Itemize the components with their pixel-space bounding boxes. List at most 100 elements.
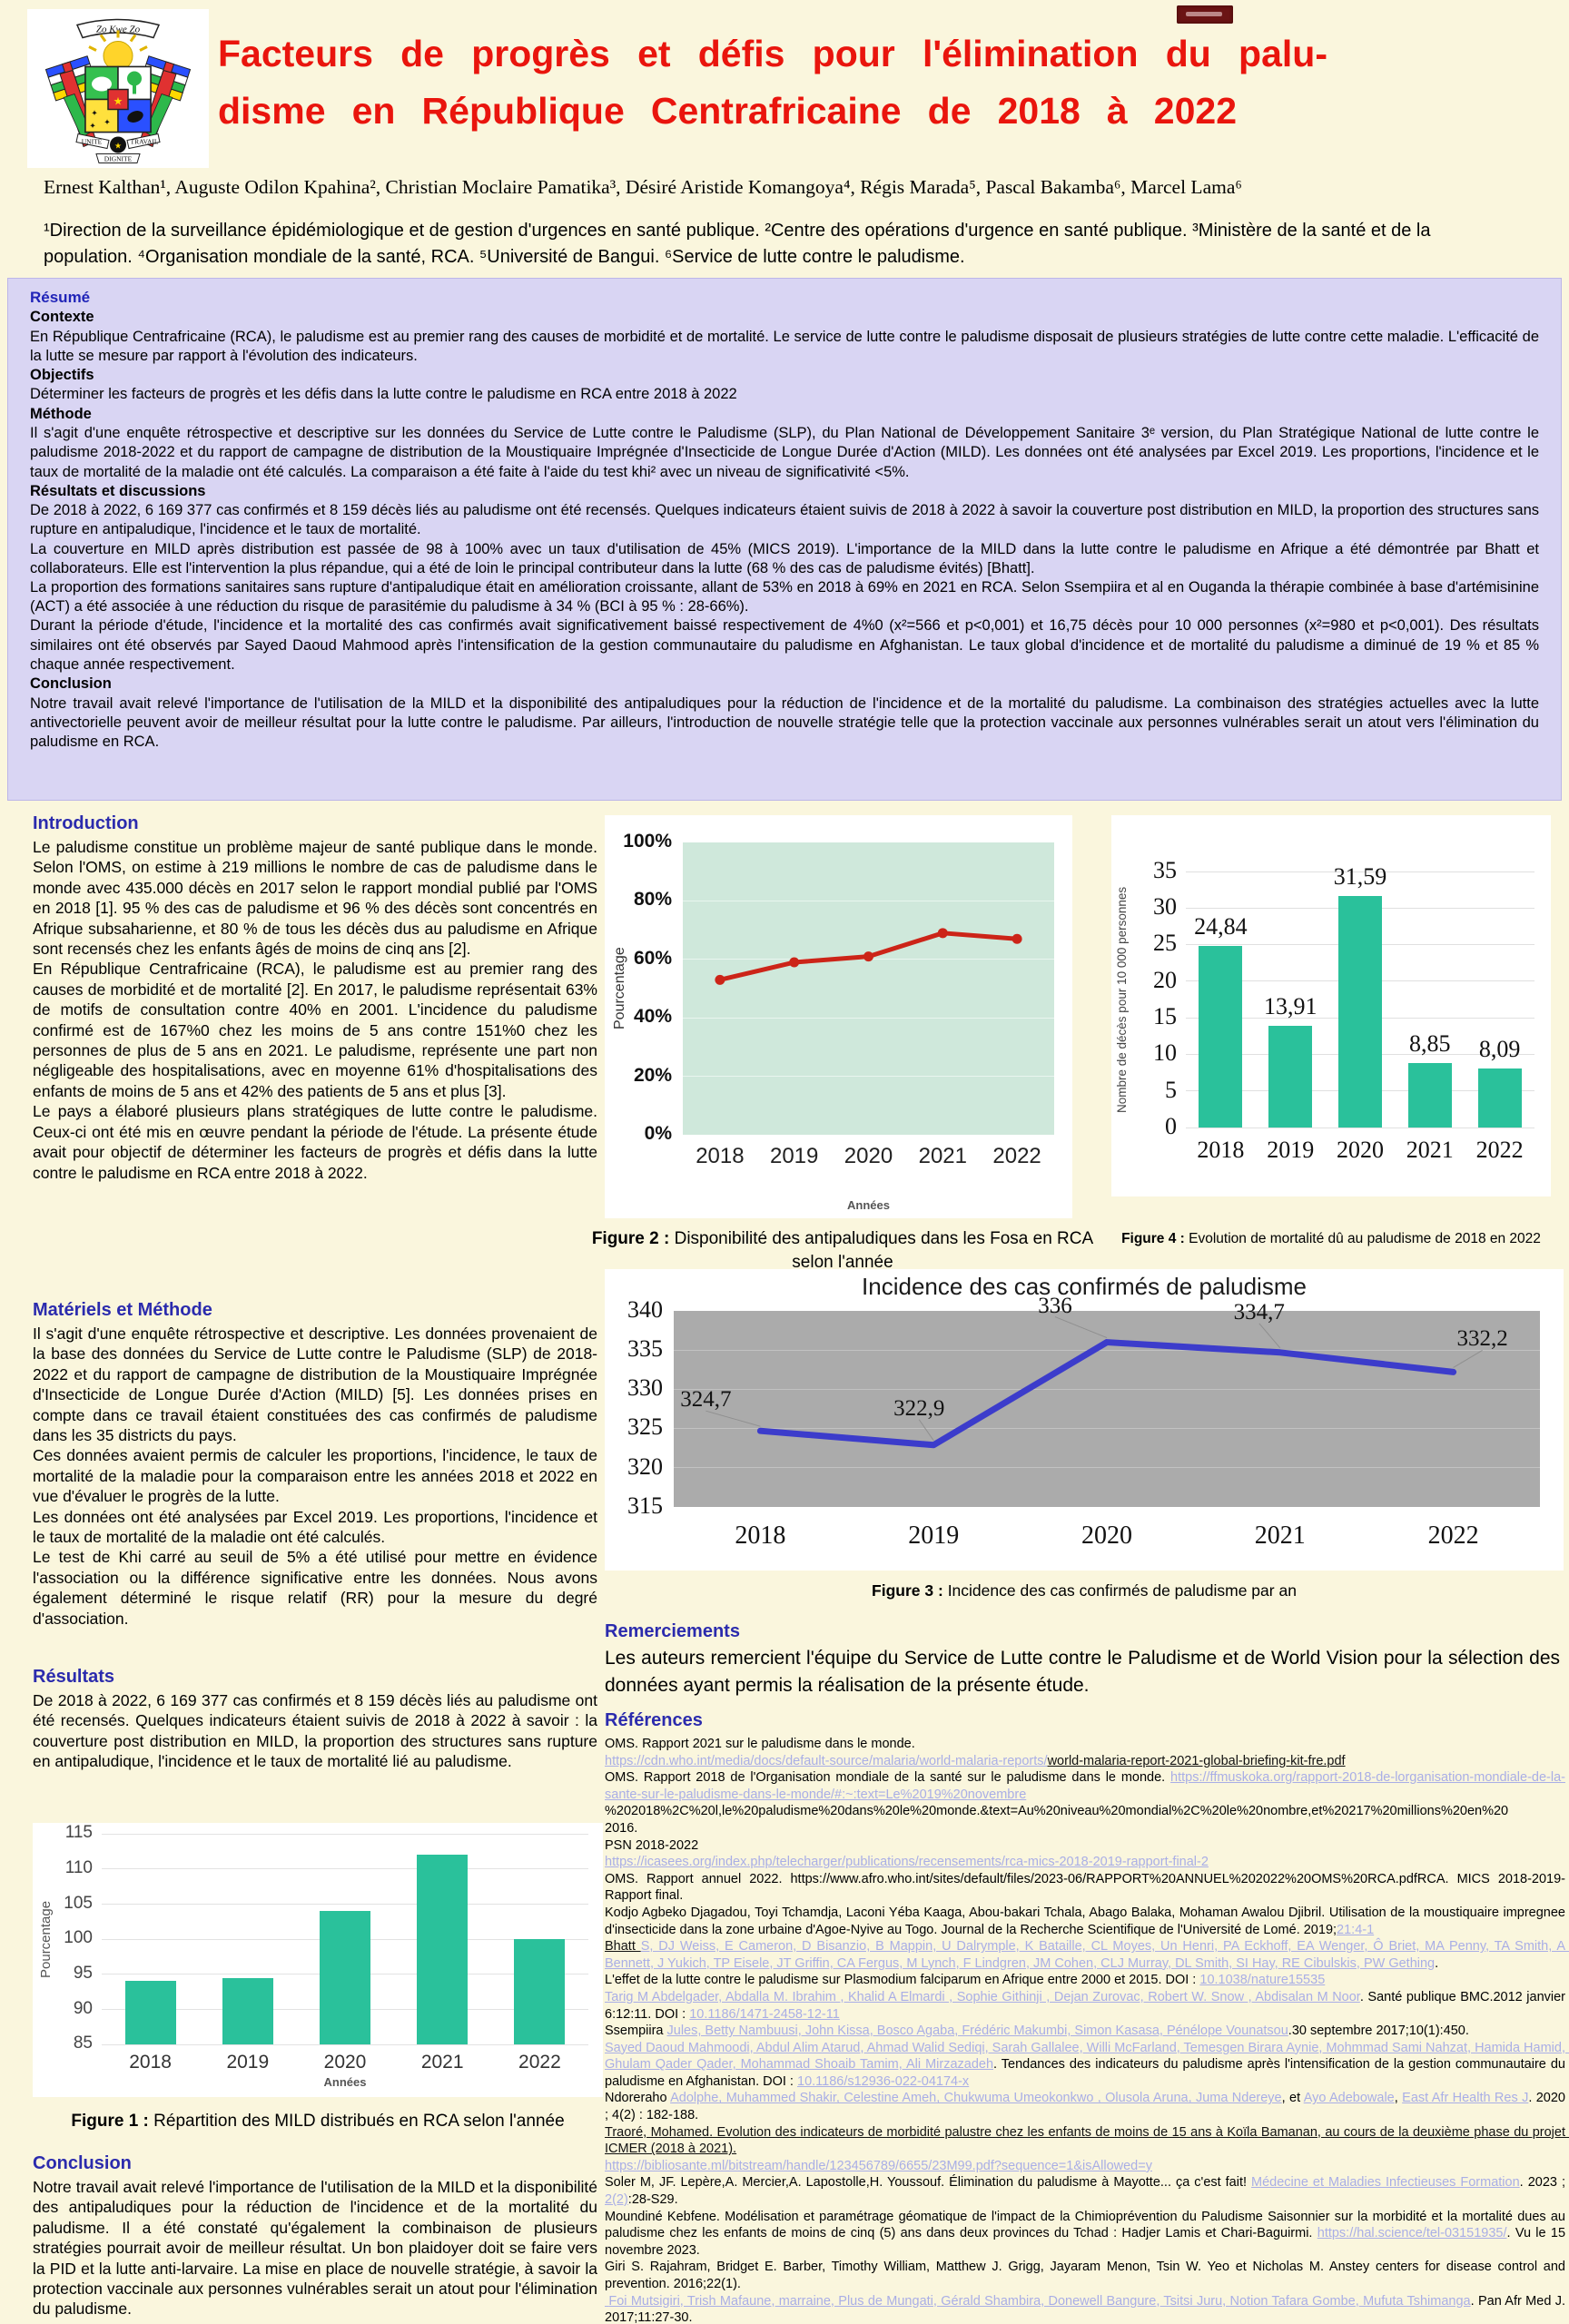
coat-of-arms-logo: Zo Kwe Zo — [27, 9, 209, 168]
reference-link[interactable]: https://cdn.who.int/media/docs/default-s… — [605, 1753, 1048, 1768]
methods-heading: Matériels et Méthode — [33, 1300, 212, 1320]
figure1-bar-chart: 85 90 95 100 105 110 115 2018 2019 2020 2021 2022 Po… — [33, 1823, 603, 2097]
reference-text: . Tendances des indicateurs du paludisme… — [605, 2057, 1569, 2089]
reference-item: Kodjo Agbeko Djagadou, Toyi Tchamdja, La… — [605, 1905, 1565, 1938]
reference-link[interactable]: Médecine et Maladies Infectieuses Format… — [1251, 2175, 1520, 2191]
figure4-bar-chart: 0 5 10 15 20 25 30 35 24,84 2018 13,91 2019 31,59 202… — [1111, 815, 1551, 1196]
reference-item: Traoré, Mohamed. Evolution des indicateu… — [605, 2124, 1565, 2158]
sun-icon — [103, 41, 133, 71]
reference-link[interactable]: Bhatt — [605, 1939, 641, 1955]
reference-link[interactable]: Jules, Betty Nambuusi, John Kissa, Bosco… — [666, 2024, 1288, 2039]
figure4-panel: 0 5 10 15 20 25 30 35 24,84 2018 13,91 2019 31,59 202… — [1111, 815, 1551, 1196]
poster-title-line1: Facteurs de progrès et défis pour l'élim… — [218, 33, 1327, 74]
reference-link[interactable]: https://bibliosante.ml/bitstream/handle/… — [605, 2158, 1152, 2173]
methods-body: Il s'agit d'une enquête rétrospective et… — [33, 1324, 597, 1628]
figure4-caption: Figure 4 : Evolution de mortalité dû au … — [1121, 1231, 1541, 1246]
abstract-section-body: Déterminer les facteurs de progrès et le… — [30, 386, 737, 403]
reference-item: https://icasees.org/index.php/telecharge… — [605, 1854, 1565, 1871]
figure1-panel: 85 90 95 100 105 110 115 2018 2019 2020 2021 2022 Po… — [33, 1823, 603, 2097]
figure3-caption: Figure 3 : Incidence des cas confirmés d… — [872, 1581, 1297, 1600]
reference-item: Giri S. Rajahram, Bridget E. Barber, Tim… — [605, 2259, 1565, 2292]
reference-link[interactable]: https://hal.science/tel-03151935/ — [1317, 2226, 1507, 2241]
reference-link[interactable]: https://icasees.org/index.php/telecharge… — [605, 1855, 1209, 1870]
logo-motto-unite: UNITE — [82, 138, 103, 146]
logo-motto-dignite: DIGNITE — [104, 155, 133, 163]
conclusion-body: Notre travail avait relevé l'importance … — [33, 2178, 597, 2319]
reference-item: Moundiné Kebfene. Modélisation et paramé… — [605, 2209, 1565, 2260]
abstract-section-heading: Résultats et discussions — [30, 482, 206, 499]
reference-item: OMS. Rapport 2018 de l'Organisation mond… — [605, 1769, 1565, 1837]
abstract-section-heading: Conclusion — [30, 675, 112, 693]
reference-link[interactable]: 10.1186/s12936-022-04174-x — [797, 2073, 970, 2089]
reference-text: OMS. Rapport 2018 de l'Organisation mond… — [605, 1770, 1171, 1786]
center-star-icon: ★ — [113, 95, 123, 108]
reference-item: Ssempiira Jules, Betty Nambuusi, John Ki… — [605, 2023, 1565, 2040]
reference-item: OMS. Rapport annuel 2022. https://www.af… — [605, 1871, 1565, 1905]
reference-link[interactable]: 10.1038/nature15535 — [1199, 1973, 1326, 1988]
reference-link[interactable]: 21:4-1 — [1337, 1922, 1375, 1937]
poster-title: Facteurs de progrès et défis pour l'élim… — [218, 25, 1327, 140]
reference-link[interactable]: East Afr Health Res J — [1402, 2091, 1529, 2106]
abstract-title: Résumé — [30, 289, 91, 306]
reference-link[interactable]: S, DJ Weiss, E Cameron, D Bisanzio, B Ma… — [605, 1939, 1569, 1971]
reference-text: PSN 2018-2022 — [605, 1837, 699, 1853]
figure2-panel: 0% 20% 40% 60% 80% 100% 2018 2019 2020 2021 2022 Po… — [605, 815, 1072, 1218]
abstract-section-heading: Méthode — [30, 405, 92, 422]
reference-item: Tarig M Abdelgader, Abdalla M. Ibrahim ,… — [605, 1989, 1565, 2023]
reference-link[interactable]: 10.1186/1471-2458-12-11 — [689, 2006, 840, 2022]
reference-text: Soler M, JF. Lepère,A. Mercier,A. Lapost… — [605, 2175, 1252, 2191]
reference-item: OMS. Rapport 2021 sur le paludisme dans … — [605, 1736, 1565, 1769]
abstract-section-body: De 2018 à 2022, 6 169 377 cas confirmés … — [30, 502, 1539, 673]
abstract-box: Résumé Contexte En République Centrafric… — [7, 278, 1562, 801]
results-body: De 2018 à 2022, 6 169 377 cas confirmés … — [33, 1691, 597, 1771]
coat-of-arms-graphic: Zo Kwe Zo — [27, 10, 209, 167]
reference-text: %202018%2C%20l,le%20paludisme%20dans%20l… — [605, 1804, 1509, 1836]
reference-link[interactable]: Adolphe, Muhammed Shakir, Celestine Ameh… — [670, 2091, 1282, 2106]
reference-link[interactable]: Tarig M Abdelgader, Abdalla M. Ibrahim ,… — [605, 1989, 1360, 2004]
reference-text: . Santé publique BMC.2012 janvier 6:12:1… — [605, 1989, 1569, 2022]
reference-text: :28-S29. — [627, 2192, 678, 2208]
abstract-section-body: En République Centrafricaine (RCA), le p… — [30, 328, 1539, 364]
reference-text: . 2023 ; — [1519, 2175, 1569, 2191]
poster-title-line2: disme en République Centrafricaine de 20… — [218, 90, 1237, 132]
reference-link[interactable]: world-malaria-report-2021-global-briefin… — [1047, 1753, 1346, 1768]
abstract-section-heading: Contexte — [30, 309, 94, 325]
reference-text: Kodjo Agbeko Djagadou, Toyi Tchamdja, La… — [605, 1905, 1569, 1937]
reference-link[interactable]: https://ffmuskoka.org/rapport-2018-de-lo… — [605, 1770, 1565, 1802]
reference-link[interactable]: Ayo Adebowale — [1303, 2091, 1395, 2106]
acknowledgements-heading: Remerciements — [605, 1621, 740, 1641]
reference-item: Bhatt S, DJ Weiss, E Cameron, D Bisanzio… — [605, 1938, 1565, 1989]
reference-text: . Pan Afr Med J. 2017;11:27-30. — [605, 2293, 1569, 2324]
reference-link[interactable]: Sayed Daoud Mahmoodi, Abdul Alim Atarud,… — [605, 2040, 1569, 2073]
figure2-caption: Figure 2 : Disponibilité des antipaludiq… — [591, 1229, 1094, 1272]
references-list: OMS. Rapport 2021 sur le paludisme dans … — [605, 1736, 1565, 2324]
reference-item: Sayed Daoud Mahmoodi, Abdul Alim Atarud,… — [605, 2040, 1565, 2091]
reference-item: Soler M, JF. Lepère,A. Mercier,A. Lapost… — [605, 2174, 1565, 2208]
introduction-heading: Introduction — [33, 813, 139, 833]
reference-text: , — [1394, 2091, 1403, 2106]
sun-rays-icon — [88, 30, 148, 52]
logo-motto-travail: TRAVAIL — [131, 138, 159, 146]
header-badge — [1177, 5, 1233, 24]
abstract-section-body: Il s'agit d'une enquête rétrospective et… — [30, 425, 1539, 480]
svg-text:✦: ✦ — [89, 122, 96, 131]
affiliations: ¹Direction de la surveillance épidémiolo… — [44, 221, 1431, 267]
reference-link[interactable]: 2(2) — [605, 2192, 628, 2208]
svg-text:✦: ✦ — [104, 118, 111, 127]
figure3-line-chart: 315 320 325 330 335 340 324,7 322,9 336 334,7 332,… — [605, 1269, 1564, 1571]
reference-text: .30 septembre 2017;10(1):450. — [1288, 2024, 1469, 2039]
figure3-title: Incidence des cas confirmés de paludisme — [862, 1273, 1307, 1300]
figure3-panel: Incidence des cas confirmés de paludisme… — [605, 1269, 1564, 1571]
reference-text: Ndoreraho — [605, 2091, 671, 2106]
reference-item: https://bibliosante.ml/bitstream/handle/… — [605, 2158, 1565, 2175]
reference-link[interactable]: Foi Mutsigiri, Trish Mafaune, marraine, … — [605, 2293, 1471, 2309]
authors-line: Ernest Kalthan¹, Auguste Odilon Kpahina²… — [44, 176, 1242, 198]
svg-text:★: ★ — [114, 142, 122, 151]
figure2-line-chart: 0% 20% 40% 60% 80% 100% 2018 2019 2020 2021 2022 Po… — [605, 815, 1072, 1218]
conclusion-heading: Conclusion — [33, 2153, 132, 2173]
reference-text: . L'effet de la lutte contre le paludism… — [605, 1955, 1439, 1988]
svg-text:✦: ✦ — [91, 109, 98, 118]
reference-link[interactable]: Traoré, Mohamed. Evolution des indicateu… — [605, 2124, 1569, 2157]
reference-item: Foi Mutsigiri, Trish Mafaune, marraine, … — [605, 2293, 1565, 2324]
